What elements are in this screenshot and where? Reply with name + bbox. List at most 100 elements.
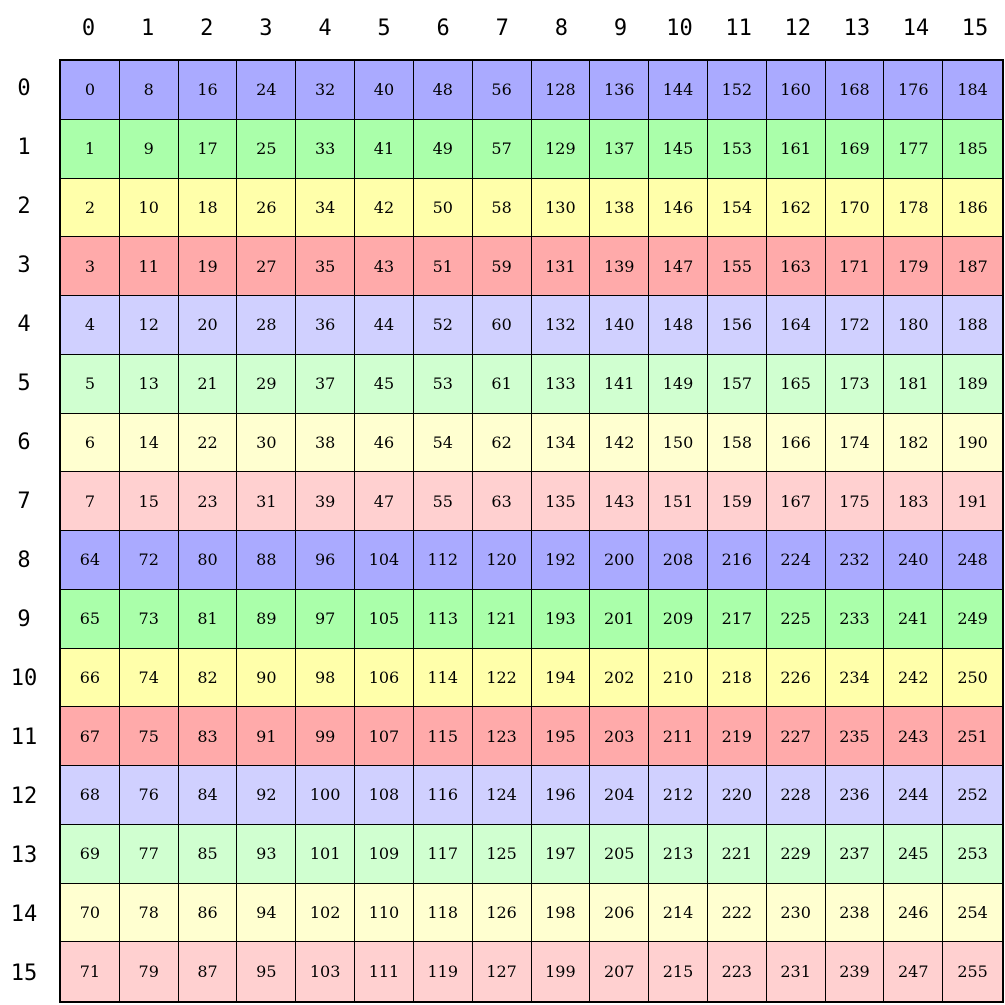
- grid-cell: 219: [707, 707, 767, 766]
- grid-cell: 0: [61, 61, 120, 120]
- grid-cell: 30: [237, 413, 297, 473]
- grid-cell: 198: [531, 883, 591, 943]
- grid-cell: 47: [355, 472, 414, 531]
- grid-cell: 191: [943, 472, 1002, 531]
- grid-cell: 174: [825, 413, 885, 473]
- grid-cell: 243: [884, 707, 944, 766]
- grid-cell: 139: [590, 237, 650, 296]
- grid-cell: 116: [413, 766, 473, 825]
- grid-cell: 161: [766, 119, 826, 179]
- grid-cell: 229: [766, 824, 826, 884]
- grid-cell: 81: [178, 589, 238, 649]
- grid-cell: 46: [355, 413, 414, 473]
- row-header: 15: [10, 961, 38, 986]
- column-header: 11: [725, 16, 752, 41]
- grid-cell: 206: [590, 883, 650, 943]
- grid-cell: 193: [531, 589, 591, 649]
- grid-cell: 226: [766, 648, 826, 708]
- row-header: 7: [17, 489, 31, 514]
- grid-cell: 78: [119, 883, 179, 943]
- grid-cell: 95: [237, 942, 297, 1001]
- grid-cell: 45: [355, 354, 414, 414]
- grid-cell: 254: [943, 883, 1002, 943]
- grid-cell: 154: [707, 178, 767, 238]
- grid-cell: 5: [61, 354, 120, 414]
- grid-cell: 145: [649, 119, 708, 179]
- row-header: 1: [17, 135, 31, 160]
- grid-cell: 80: [178, 531, 238, 590]
- grid-cell: 168: [825, 61, 885, 120]
- column-header: 10: [666, 16, 693, 41]
- grid-cell: 1: [61, 119, 120, 179]
- column-header: 9: [613, 16, 628, 41]
- grid-cell: 9: [119, 119, 179, 179]
- grid-cell: 235: [825, 707, 885, 766]
- grid-cell: 66: [61, 648, 120, 708]
- grid-cell: 128: [531, 61, 591, 120]
- grid-cell: 234: [825, 648, 885, 708]
- grid-cell: 121: [472, 589, 532, 649]
- grid-cell: 88: [237, 531, 297, 590]
- grid-cell: 68: [61, 766, 120, 825]
- grid-cell: 22: [178, 413, 238, 473]
- grid-cell: 246: [884, 883, 944, 943]
- grid-cell: 178: [884, 178, 944, 238]
- grid-cell: 33: [296, 119, 356, 179]
- grid-cell: 51: [413, 237, 473, 296]
- grid-cell: 13: [119, 354, 179, 414]
- grid-cell: 94: [237, 883, 297, 943]
- grid-cell: 35: [296, 237, 356, 296]
- row-header: 2: [17, 194, 31, 219]
- grid-cell: 10: [119, 178, 179, 238]
- grid-cell: 248: [943, 531, 1002, 590]
- grid-cell: 163: [766, 237, 826, 296]
- grid-cell: 52: [413, 296, 473, 355]
- grid-cell: 143: [590, 472, 650, 531]
- grid-cell: 204: [590, 766, 650, 825]
- grid-cell: 232: [825, 531, 885, 590]
- grid-cell: 49: [413, 119, 473, 179]
- grid-cell: 167: [766, 472, 826, 531]
- grid-cell: 130: [531, 178, 591, 238]
- grid-cell: 213: [649, 824, 708, 884]
- grid-cell: 217: [707, 589, 767, 649]
- grid-cell: 244: [884, 766, 944, 825]
- grid-cell: 227: [766, 707, 826, 766]
- grid-cell: 112: [413, 531, 473, 590]
- grid-cell: 18: [178, 178, 238, 238]
- grid-cell: 44: [355, 296, 414, 355]
- grid-cell: 41: [355, 119, 414, 179]
- grid-cell: 70: [61, 883, 120, 943]
- grid-cell: 127: [472, 942, 532, 1001]
- grid-cell: 253: [943, 824, 1002, 884]
- grid-cell: 29: [237, 354, 297, 414]
- grid-cell: 93: [237, 824, 297, 884]
- grid-cell: 74: [119, 648, 179, 708]
- grid-cell: 185: [943, 119, 1002, 179]
- grid-cell: 124: [472, 766, 532, 825]
- grid-cell: 15: [119, 472, 179, 531]
- grid-cell: 165: [766, 354, 826, 414]
- grid-cell: 79: [119, 942, 179, 1001]
- grid-cell: 207: [590, 942, 650, 1001]
- column-header: 14: [902, 16, 930, 41]
- grid-cell: 118: [413, 883, 473, 943]
- grid-cell: 153: [707, 119, 767, 179]
- row-header: 10: [10, 666, 38, 691]
- grid-cell: 210: [649, 648, 708, 708]
- grid-cell: 171: [825, 237, 885, 296]
- grid-cell: 60: [472, 296, 532, 355]
- grid-cell: 222: [707, 883, 767, 943]
- grid-cell: 71: [61, 942, 120, 1001]
- grid-cell: 252: [943, 766, 1002, 825]
- grid-cell: 76: [119, 766, 179, 825]
- grid-cell: 216: [707, 531, 767, 590]
- grid-cell: 100: [296, 766, 356, 825]
- grid-cell: 131: [531, 237, 591, 296]
- grid-cell: 231: [766, 942, 826, 1001]
- grid-cell: 228: [766, 766, 826, 825]
- grid-cell: 75: [119, 707, 179, 766]
- grid-cell: 89: [237, 589, 297, 649]
- grid-cell: 72: [119, 531, 179, 590]
- grid-cell: 17: [178, 119, 238, 179]
